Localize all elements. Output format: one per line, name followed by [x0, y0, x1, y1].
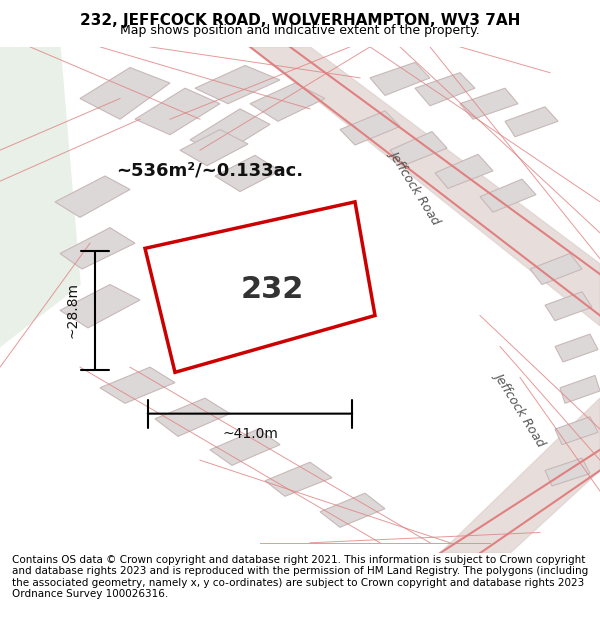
Polygon shape — [190, 109, 270, 156]
Polygon shape — [435, 154, 493, 188]
Text: 232: 232 — [241, 275, 304, 304]
Polygon shape — [480, 179, 536, 212]
Polygon shape — [440, 398, 600, 553]
Polygon shape — [560, 376, 600, 403]
Text: ~41.0m: ~41.0m — [222, 428, 278, 441]
Polygon shape — [135, 88, 220, 135]
Text: Jeffcock Road: Jeffcock Road — [387, 147, 443, 226]
Polygon shape — [215, 156, 280, 191]
Text: ~536m²/~0.133ac.: ~536m²/~0.133ac. — [116, 162, 304, 180]
Text: Jeffcock Road: Jeffcock Road — [492, 369, 548, 448]
Polygon shape — [60, 284, 140, 328]
Polygon shape — [545, 458, 590, 486]
Polygon shape — [210, 429, 280, 465]
Polygon shape — [180, 129, 248, 166]
Polygon shape — [545, 292, 592, 321]
Polygon shape — [80, 68, 170, 119]
Polygon shape — [265, 462, 332, 496]
Polygon shape — [60, 228, 135, 269]
Polygon shape — [460, 88, 518, 119]
Polygon shape — [195, 66, 280, 104]
Polygon shape — [250, 47, 600, 326]
Polygon shape — [505, 107, 558, 137]
Polygon shape — [0, 47, 80, 346]
Text: Contains OS data © Crown copyright and database right 2021. This information is : Contains OS data © Crown copyright and d… — [12, 554, 588, 599]
Polygon shape — [320, 493, 385, 528]
Polygon shape — [370, 62, 430, 96]
Polygon shape — [555, 334, 598, 362]
Polygon shape — [555, 417, 598, 444]
Polygon shape — [155, 398, 230, 436]
Text: Map shows position and indicative extent of the property.: Map shows position and indicative extent… — [120, 24, 480, 36]
Polygon shape — [415, 72, 475, 106]
Polygon shape — [145, 202, 375, 372]
Polygon shape — [55, 176, 130, 217]
Polygon shape — [100, 367, 175, 403]
Polygon shape — [390, 132, 447, 166]
Text: ~28.8m: ~28.8m — [66, 282, 80, 338]
Polygon shape — [250, 83, 325, 121]
Polygon shape — [530, 254, 582, 284]
Polygon shape — [340, 111, 400, 145]
Text: 232, JEFFCOCK ROAD, WOLVERHAMPTON, WV3 7AH: 232, JEFFCOCK ROAD, WOLVERHAMPTON, WV3 7… — [80, 13, 520, 28]
